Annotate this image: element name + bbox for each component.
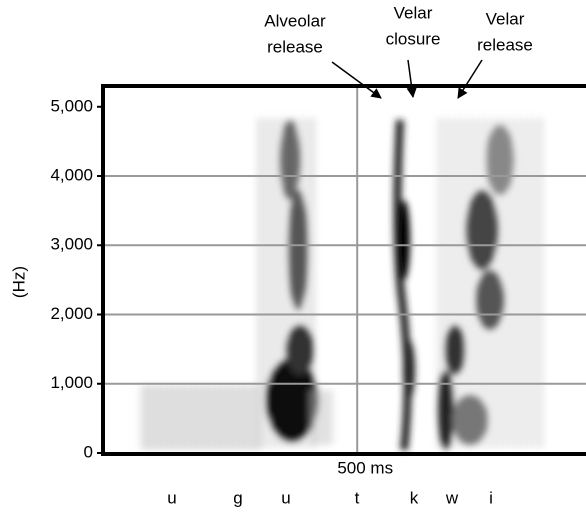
segment-label: k	[410, 488, 419, 507]
annotation: Velar	[486, 9, 525, 28]
segment-label: g	[233, 488, 242, 507]
y-tick-label: 4,000	[50, 166, 93, 185]
y-axis-label: (Hz)	[9, 266, 28, 298]
annotation: release	[477, 35, 533, 54]
spectrogram	[140, 118, 546, 451]
segment-label: w	[445, 488, 459, 507]
y-tick-label: 5,000	[50, 96, 93, 115]
annotation: closure	[386, 29, 441, 48]
segment-label: t	[355, 488, 360, 507]
y-tick-label: 0	[84, 442, 93, 461]
annotation-arrows	[331, 59, 483, 99]
annotation: release	[267, 37, 323, 56]
segment-label: u	[281, 488, 290, 507]
annotation: Velar	[394, 3, 433, 22]
segment-label: u	[167, 488, 176, 507]
y-tick-label: 3,000	[50, 235, 93, 254]
segment-label: i	[489, 488, 493, 507]
y-tick-label: 1,000	[50, 373, 93, 392]
y-tick-label: 2,000	[50, 304, 93, 323]
x-tick-label: 500 ms	[337, 458, 393, 477]
plot-frame	[101, 84, 586, 456]
annotation: Alveolar	[264, 11, 326, 30]
